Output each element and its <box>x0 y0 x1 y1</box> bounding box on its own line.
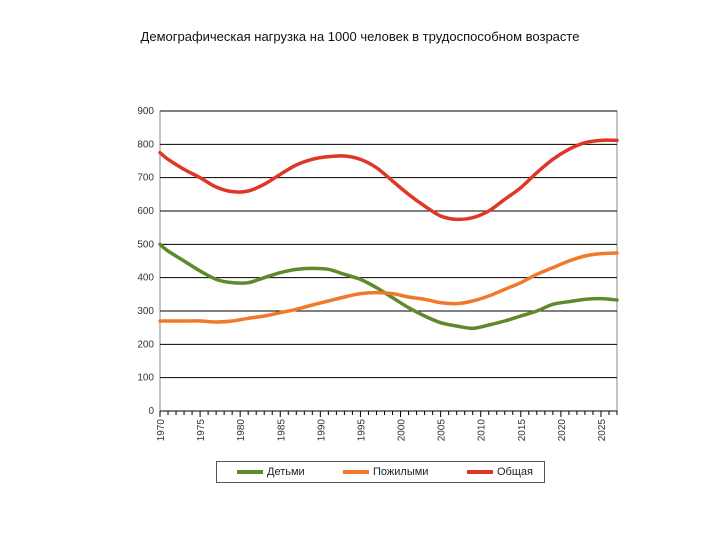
x-tick-label-1995: 1995 <box>356 419 367 442</box>
y-tick-label-200: 200 <box>137 339 154 350</box>
y-tick-label-700: 700 <box>137 173 154 184</box>
x-tick-label-1975: 1975 <box>196 419 207 442</box>
x-tick-label-2020: 2020 <box>557 419 568 442</box>
chart-title: Демографическая нагрузка на 1000 человек… <box>140 29 580 44</box>
x-tick-label-2000: 2000 <box>397 419 408 442</box>
legend-item-elderly: Пожилыми <box>343 465 428 479</box>
y-tick-label-600: 600 <box>137 206 154 217</box>
x-tick-label-2005: 2005 <box>437 419 448 442</box>
x-tick-label-1985: 1985 <box>276 419 287 442</box>
y-tick-label-400: 400 <box>137 273 154 284</box>
x-tick-label-1970: 1970 <box>156 419 167 442</box>
series-line-total <box>158 138 619 222</box>
legend-label-children: Детьми <box>267 466 305 478</box>
y-tick-label-500: 500 <box>137 239 154 250</box>
legend-label-total: Общая <box>497 466 533 478</box>
legend-item-total: Общая <box>467 465 533 479</box>
y-tick-label-0: 0 <box>148 406 154 417</box>
x-tick-label-2025: 2025 <box>597 419 608 442</box>
x-tick-label-1990: 1990 <box>316 419 327 442</box>
legend-swatch-elderly <box>343 470 369 474</box>
legend-swatch-children <box>237 470 263 474</box>
y-tick-label-800: 800 <box>137 139 154 150</box>
plot-area <box>159 110 618 412</box>
x-tick-label-1980: 1980 <box>236 419 247 442</box>
y-tick-label-100: 100 <box>137 373 154 384</box>
x-tick-label-2015: 2015 <box>517 419 528 442</box>
x-tick-label-2010: 2010 <box>477 419 488 442</box>
legend-item-children: Детьми <box>237 465 305 479</box>
y-tick-label-300: 300 <box>137 306 154 317</box>
legend-swatch-total <box>467 470 493 474</box>
legend: Детьми Пожилыми Общая <box>216 461 545 483</box>
series-line-elderly <box>158 251 619 324</box>
y-tick-label-900: 900 <box>137 106 154 117</box>
legend-label-elderly: Пожилыми <box>373 466 429 478</box>
